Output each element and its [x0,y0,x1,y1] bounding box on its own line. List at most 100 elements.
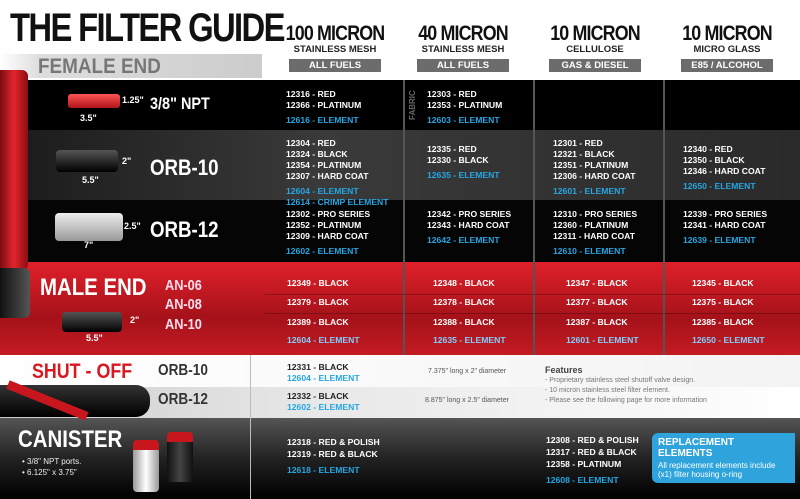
part-number: 12389 - BLACK [287,317,349,327]
element-part-number: 12603 - ELEMENT [427,115,500,125]
feature-item: - Proprietary stainless steel shutoff va… [545,377,696,384]
feature-item: - Please see the following page for more… [545,397,707,404]
part-number: 12351 - PLATINUM [553,160,629,170]
part-cell: 12310 - PRO SERIES 12360 - PLATINUM 12311 … [553,209,637,257]
part-number: 12301 - RED [553,138,603,148]
part-number: 12303 - RED [427,89,477,99]
npt-filter-image [68,94,120,108]
thread-size-label: AN-10 [165,316,202,333]
fuel-type-badge: ALL FUELS [417,59,509,72]
element-part-number: 12650 - ELEMENT [692,335,765,345]
row-divider [265,313,800,314]
part-number: 12321 - BLACK [553,149,615,159]
media-type: CELLULOSE [566,44,624,55]
part-number: 12308 - RED & POLISH [546,435,639,445]
part-cell: 12303 - RED 12353 - PLATINUM 12603 - ELEME… [427,89,502,126]
column-header: 10 MICRON MICRO GLASS E85 / ALCOHOL [662,22,792,73]
large-filter-image [0,70,28,270]
fuel-type-badge: ALL FUELS [289,59,381,72]
part-number: 12342 - PRO SERIES [427,209,512,219]
part-number: 12377 - BLACK [566,297,628,307]
element-part-number: 12642 - ELEMENT [427,235,500,245]
part-number: 12335 - RED [427,144,477,154]
row-orb12 [0,200,800,262]
part-cell: 12316 - RED 12366 - PLATINUM 12616 - ELEME… [286,89,361,126]
part-number: 12358 - PLATINUM [546,459,622,469]
element-part-number: 12602 - ELEMENT [287,402,360,412]
element-part-number: 12602 - ELEMENT [286,246,359,256]
part-number: 12311 - HARD COAT [553,231,635,241]
header: THE FILTER GUIDE FEMALE END [0,0,800,80]
shutoff-row-1 [0,355,800,387]
size-spec: 8.875" long x 2.5" diameter [425,397,509,404]
canister-polish-image [133,440,159,492]
part-number: 12343 - HARD COAT [427,220,510,230]
part-cell: 12342 - PRO SERIES 12343 - HARD COAT 12642… [427,209,511,246]
features-title: Features [545,365,583,375]
canister-black-image [167,432,193,482]
part-number: 12341 - HARD COAT [683,220,766,230]
part-number: 12340 - RED [683,144,733,154]
part-number: 12346 - HARD COAT [683,166,766,176]
part-number: 12347 - BLACK [566,278,628,288]
fitting-size-label: 3/8" NPT [150,94,210,113]
part-number: 12302 - PRO SERIES [286,209,371,219]
dimension-label: 5.5" [82,175,99,185]
dimension-label: 2" [122,156,132,166]
thread-size-label: AN-08 [165,296,202,313]
part-number: 12332 - BLACK [287,391,349,401]
callout-text: All replacement elements include (x1) fi… [658,461,776,479]
element-part-number: 12650 - ELEMENT [683,181,756,191]
part-number: 12354 - PLATINUM [286,160,362,170]
size-spec: 7.375" long x 2" diameter [428,368,507,375]
micron-rating: 10 MICRON [550,22,640,45]
element-part-number: 12601 - ELEMENT [566,335,639,345]
micron-rating: 40 MICRON [418,22,508,45]
dimension-label: 1.25" [122,95,144,105]
part-cell: 12335 - RED 12330 - BLACK 12635 - ELEMENT [427,144,500,181]
fitting-size-label: ORB-12 [158,391,208,408]
part-number: 12331 - BLACK [287,362,349,372]
canister-spec: • 3/8" NPT ports. [22,457,82,466]
part-number: 12339 - PRO SERIES [683,209,768,219]
callout-title: REPLACEMENT ELEMENTS [658,437,735,459]
column-header: 10 MICRON CELLULOSE GAS & DIESEL [530,22,660,73]
fitting-size-label: ORB-12 [150,217,219,242]
part-cell: 12308 - RED & POLISH 12317 - RED & BLACK 1… [546,434,639,486]
page-title: THE FILTER GUIDE [10,6,285,50]
part-number: 12324 - BLACK [286,149,348,159]
part-number: 12360 - PLATINUM [553,220,629,230]
part-number: 12348 - BLACK [433,278,495,288]
part-cell: 12339 - PRO SERIES 12341 - HARD COAT 12639… [683,209,767,246]
row-npt [0,80,800,130]
shutoff-title: SHUT - OFF [32,360,133,383]
element-part-number: 12604 - ELEMENT [287,373,360,383]
element-part-number: 12635 - ELEMENT [427,170,500,180]
part-cell: 12340 - RED 12350 - BLACK 12346 - HARD COA… [683,144,765,192]
part-number: 12379 - BLACK [287,297,349,307]
row-orb10 [0,130,800,200]
part-number: 12306 - HARD COAT [553,171,636,181]
part-number: 12350 - BLACK [683,155,745,165]
feature-item: - 10 micron stainless steel filter eleme… [545,387,670,394]
part-cell: 12301 - RED 12321 - BLACK 12351 - PLATINUM… [553,138,635,197]
part-number: 12309 - HARD COAT [286,231,369,241]
replacement-elements-callout: REPLACEMENT ELEMENTS All replacement elem… [652,433,795,483]
element-part-number: 12610 - ELEMENT [553,246,626,256]
column-divider [250,355,251,499]
part-number: 12319 - RED & BLACK [287,449,378,459]
part-number: 12353 - PLATINUM [427,100,503,110]
part-number: 12388 - BLACK [433,317,495,327]
element-part-number: 12635 - ELEMENT [433,335,506,345]
part-number: 12330 - BLACK [427,155,489,165]
element-part-number: 12618 - ELEMENT [287,465,360,475]
part-number: 12387 - BLACK [566,317,628,327]
part-cell: 12318 - RED & POLISH 12319 - RED & BLACK 1… [287,436,380,476]
dimension-label: 3.5" [80,113,97,123]
micron-rating: 100 MICRON [285,22,385,45]
part-number: 12310 - PRO SERIES [553,209,638,219]
part-cell: 12302 - PRO SERIES 12352 - PLATINUM 12309 … [286,209,370,257]
part-number: 12352 - PLATINUM [286,220,362,230]
micron-rating: 10 MICRON [682,22,772,45]
part-number: 12318 - RED & POLISH [287,437,380,447]
